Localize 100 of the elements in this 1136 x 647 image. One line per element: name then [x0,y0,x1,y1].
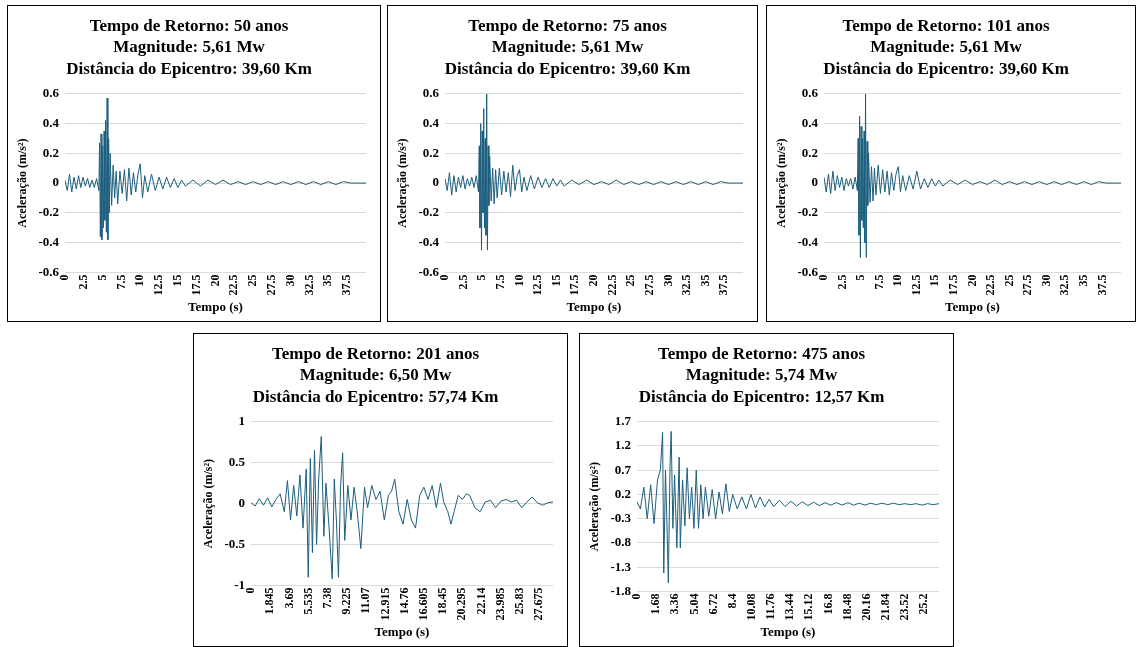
x-tick-label: 7.5 [492,274,507,290]
x-tick-label: 12.915 [377,587,392,621]
y-tick-label: -0.6 [418,263,440,279]
x-axis-title: Tempo (s) [188,298,243,314]
x-tick-label: 27.675 [531,587,546,621]
x-tick-label: 17.5 [946,274,961,296]
x-tick-label: 32.5 [679,274,694,296]
x-tick-label: 37.5 [716,274,731,296]
x-tick-label: 20 [207,274,222,287]
y-axis-title: Aceleração (m/s²) [587,461,602,552]
chart-title: Tempo de Retorno: 75 anos Magnitude: 5,61 Mw Distância do Epicentro: 39,60 Km [444,16,691,78]
y-tick-label: 0.2 [801,144,818,160]
x-tick-label: 5 [474,274,489,281]
x-tick-label: 35 [1075,274,1090,287]
x-tick-label: 25 [623,274,638,287]
chart-title: Tempo de Retorno: 50 anos Magnitude: 5,61 Mw Distância do Epicentro: 39,60 Km [66,16,312,78]
x-tick-label: 10 [890,274,905,287]
x-tick-label: 17.5 [567,274,582,296]
x-axis-title: Tempo (s) [566,298,622,314]
x-tick-label: 9.225 [339,587,354,615]
chart-title: Tempo de Retorno: 101 anos Magnitude: 5,61 Mw Distância do Epicentro: 39,60 Km [823,16,1069,78]
y-tick-label: 0.7 [614,461,632,477]
x-tick-label: 5 [94,274,109,281]
x-tick-label: 20 [964,274,979,287]
y-tick-label: 0.6 [42,85,60,101]
y-tick-label: -0.4 [797,233,819,249]
x-tick-label: 15 [169,274,184,287]
x-tick-label: 32.5 [1057,274,1072,296]
x-tick-label: 12.5 [908,274,923,296]
x-tick-label: 12.5 [151,274,166,296]
y-tick-label: 0.4 [422,114,440,130]
x-tick-label: 22.5 [983,274,998,296]
y-tick-label: 0 [811,174,818,190]
x-tick-label: 1.845 [262,587,277,615]
x-tick-label: 23.985 [492,587,507,621]
x-tick-label: 25 [245,274,260,287]
x-tick-label: 18.48 [839,593,854,621]
y-tick-label: -1.3 [610,558,632,574]
y-tick-label: -0.8 [610,534,632,550]
x-tick-label: 11.76 [763,593,778,620]
x-tick-label: 25.2 [916,593,931,615]
x-tick-label: 10.08 [743,593,758,621]
x-tick-label: 32.5 [301,274,316,296]
y-tick-label: 0.2 [422,144,439,160]
y-tick-label: 0 [238,494,245,510]
x-tick-label: 10 [132,274,147,287]
x-tick-label: 30 [1038,274,1053,287]
chart-title: Tempo de Retorno: 475 anos Magnitude: 5,74 Mw Distância do Epicentro: 12,57 Km [638,344,885,406]
y-tick-label: -0.2 [38,204,59,220]
y-tick-label: -0.2 [418,204,439,220]
x-tick-label: 11.07 [358,587,373,614]
x-tick-label: 2.5 [75,274,90,290]
x-tick-label: 35 [320,274,335,287]
x-axis-title: Tempo (s) [945,298,1000,314]
x-tick-label: 27.5 [1020,274,1035,296]
y-tick-label: 0.6 [801,85,819,101]
x-tick-label: 8.4 [724,593,739,609]
y-tick-label: 0.5 [228,454,246,470]
y-tick-label: -0.6 [797,263,819,279]
y-tick-label: -0.6 [38,263,60,279]
y-tick-label: 0.4 [42,114,60,130]
y-tick-label: 0 [52,174,59,190]
y-tick-label: 1.7 [614,413,632,429]
x-tick-label: 37.5 [1094,274,1109,296]
x-tick-label: 16.605 [416,587,431,621]
x-tick-label: 15 [548,274,563,287]
x-tick-label: 0 [243,587,258,594]
y-tick-label: 1.2 [614,437,631,453]
x-tick-label: 22.14 [473,587,488,615]
y-tick-label: -1 [234,576,245,592]
x-tick-label: 2.5 [834,274,849,290]
x-tick-label: 17.5 [188,274,203,296]
x-tick-label: 5 [853,274,868,281]
x-axis-title: Tempo (s) [374,623,430,639]
y-tick-label: -0.4 [418,233,440,249]
y-axis-title: Aceleração (m/s²) [15,138,30,228]
y-axis-title: Aceleração (m/s²) [774,138,789,228]
x-tick-label: 30 [282,274,297,287]
y-tick-label: -0.2 [797,204,818,220]
x-tick-label: 5.04 [686,593,701,615]
x-tick-label: 3.69 [281,587,296,609]
y-tick-label: 0.6 [422,85,440,101]
x-tick-label: 16.8 [820,593,835,615]
y-tick-label: -0.3 [610,510,632,526]
x-tick-label: 37.5 [339,274,354,296]
x-tick-label: 25 [1001,274,1016,287]
y-tick-label: -1.8 [610,582,632,598]
x-tick-label: 3.36 [667,593,682,615]
x-tick-label: 7.5 [113,274,128,290]
x-tick-label: 23.52 [897,593,912,621]
x-tick-label: 15.12 [801,593,816,621]
x-tick-label: 27.5 [264,274,279,296]
x-tick-label: 20.16 [858,593,873,621]
x-tick-label: 6.72 [705,593,720,615]
y-tick-label: 0 [432,174,439,190]
x-tick-label: 12.5 [530,274,545,296]
x-tick-label: 27.5 [641,274,656,296]
x-tick-label: 5.535 [300,587,315,615]
x-tick-label: 15 [927,274,942,287]
x-tick-label: 1.68 [648,593,663,615]
